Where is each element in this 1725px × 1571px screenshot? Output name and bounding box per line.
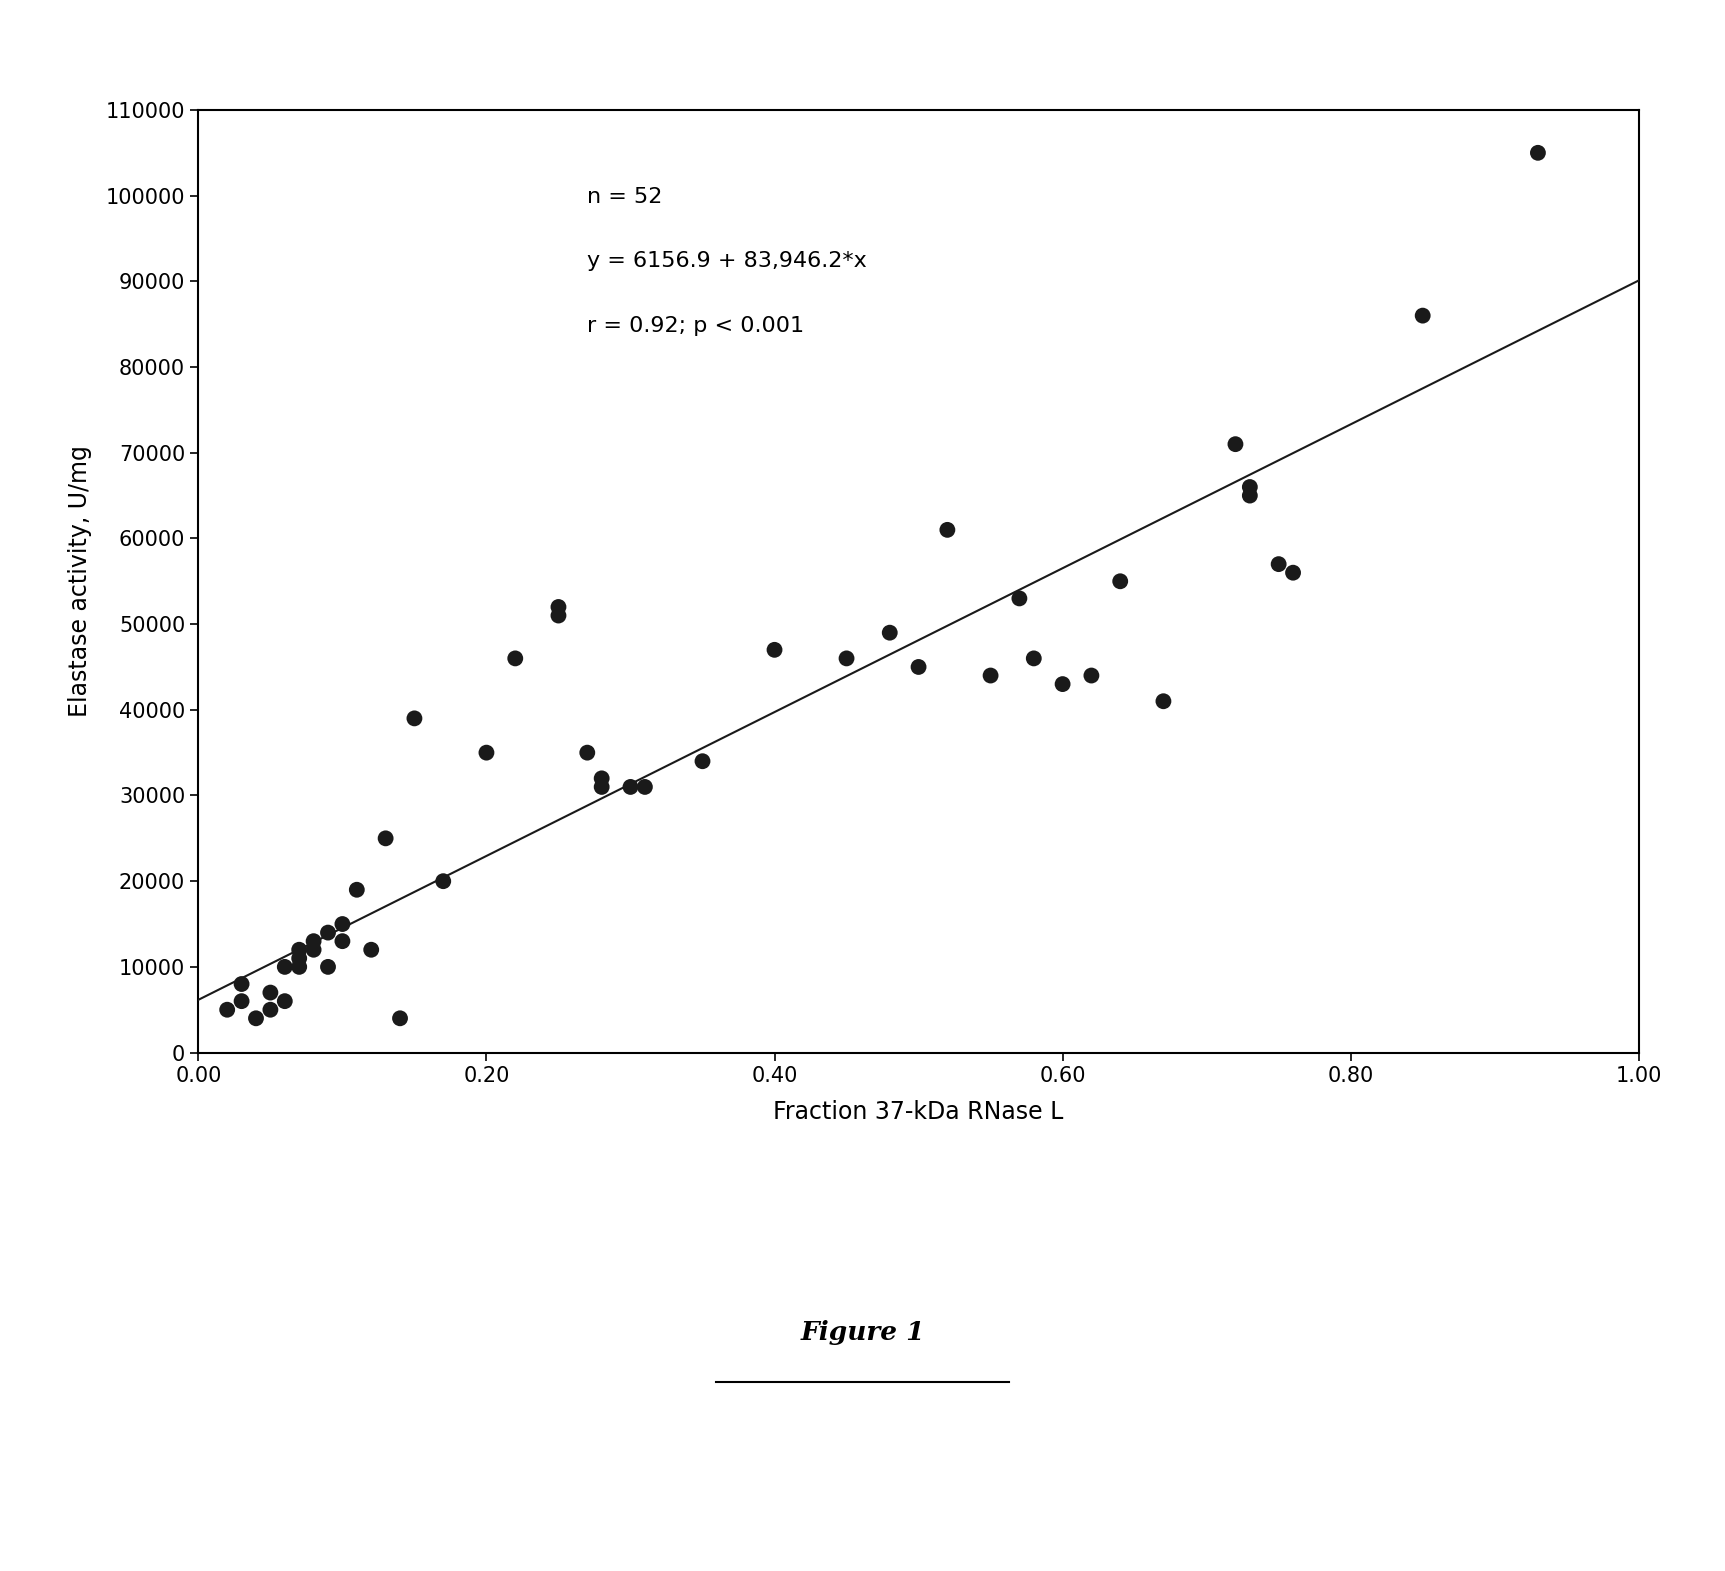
Point: [761, 638, 788, 663]
Point: [242, 1005, 269, 1031]
Point: [300, 938, 328, 963]
Point: [257, 998, 285, 1023]
Point: [373, 826, 400, 851]
Y-axis label: Elastase activity, U/mg: Elastase activity, U/mg: [67, 445, 91, 718]
Point: [386, 1005, 414, 1031]
Point: [1237, 482, 1264, 507]
Text: n = 52: n = 52: [586, 187, 662, 207]
Point: [285, 938, 312, 963]
Point: [545, 603, 573, 628]
Point: [314, 954, 342, 979]
Point: [618, 775, 645, 800]
Text: y = 6156.9 + 83,946.2*x: y = 6156.9 + 83,946.2*x: [586, 251, 868, 272]
Point: [314, 921, 342, 946]
Point: [285, 946, 312, 971]
Point: [1280, 561, 1308, 586]
Point: [300, 928, 328, 954]
Point: [1078, 663, 1106, 688]
Point: [688, 749, 716, 775]
Point: [1409, 303, 1437, 328]
Point: [328, 911, 357, 936]
Point: [573, 740, 600, 765]
Point: [1221, 432, 1249, 457]
Point: [1525, 140, 1552, 165]
Point: [271, 988, 298, 1013]
Point: [876, 621, 904, 646]
Point: [271, 954, 298, 979]
Point: [833, 646, 861, 671]
Point: [1049, 671, 1076, 696]
Point: [328, 928, 357, 954]
Text: r = 0.92; p < 0.001: r = 0.92; p < 0.001: [586, 316, 804, 336]
Point: [588, 765, 616, 790]
Point: [473, 740, 500, 765]
Point: [502, 646, 530, 671]
Point: [357, 938, 385, 963]
Point: [976, 663, 1004, 688]
Point: [285, 954, 312, 979]
Point: [904, 655, 932, 680]
Point: [1237, 474, 1264, 500]
Point: [214, 998, 242, 1023]
Point: [1019, 646, 1047, 671]
Point: [228, 988, 255, 1013]
Point: [400, 705, 428, 731]
Point: [631, 775, 659, 800]
Point: [228, 971, 255, 996]
Point: [1006, 586, 1033, 611]
Point: [588, 775, 616, 800]
Text: Figure 1: Figure 1: [800, 1320, 925, 1345]
Point: [1149, 688, 1176, 713]
Point: [430, 869, 457, 894]
Point: [1264, 551, 1292, 577]
Point: [545, 594, 573, 619]
Point: [343, 877, 371, 902]
Point: [257, 980, 285, 1005]
Point: [933, 517, 961, 542]
Point: [1106, 569, 1133, 594]
X-axis label: Fraction 37-kDa RNase L: Fraction 37-kDa RNase L: [773, 1100, 1064, 1123]
